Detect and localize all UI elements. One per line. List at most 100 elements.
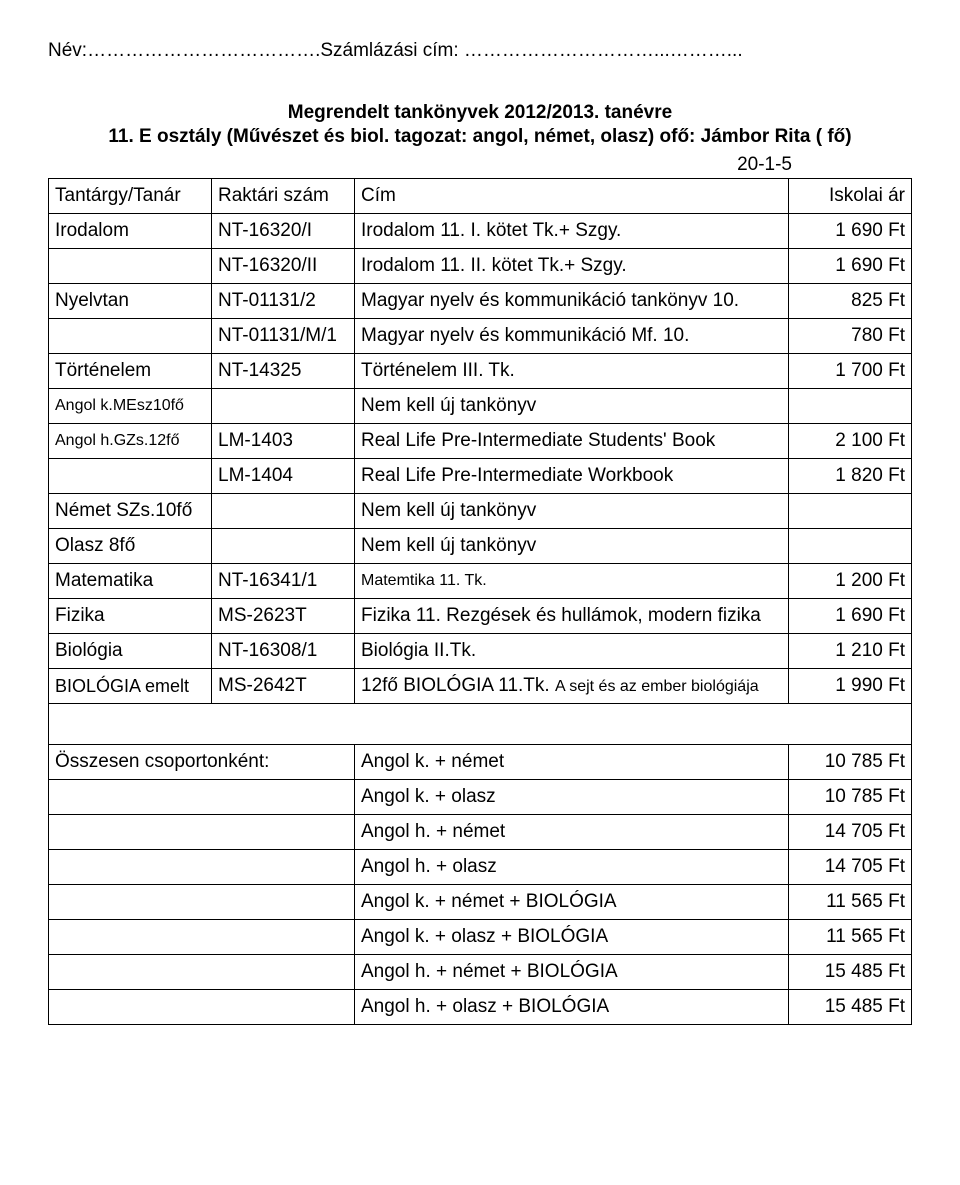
cell-price: 1 700 Ft	[789, 354, 912, 389]
summary-empty	[49, 780, 355, 815]
cell-subject: Történelem	[49, 354, 212, 389]
summary-empty	[49, 920, 355, 955]
cell-title: Real Life Pre-Intermediate Students' Boo…	[355, 424, 789, 459]
table-row: NT-16320/II Irodalom 11. II. kötet Tk.+ …	[49, 249, 912, 284]
cell-stocknum	[212, 529, 355, 564]
summary-title: Angol h. + német + BIOLÓGIA	[355, 955, 789, 990]
table-row: Fizika MS-2623T Fizika 11. Rezgések és h…	[49, 599, 912, 634]
cell-stocknum: NT-01131/2	[212, 284, 355, 319]
cell-stocknum: NT-16308/1	[212, 634, 355, 669]
cell-price: 1 200 Ft	[789, 564, 912, 599]
cell-stocknum: MS-2623T	[212, 599, 355, 634]
page-title: Megrendelt tankönyvek 2012/2013. tanévre	[48, 102, 912, 124]
table-row: Biológia NT-16308/1 Biológia II.Tk. 1 21…	[49, 634, 912, 669]
cell-stocknum: NT-01131/M/1	[212, 319, 355, 354]
cell-subject: Nyelvtan	[49, 284, 212, 319]
cell-title: Magyar nyelv és kommunikáció tankönyv 10…	[355, 284, 789, 319]
cell-price: 780 Ft	[789, 319, 912, 354]
cell-subject: BIOLÓGIA emelt	[49, 669, 212, 704]
cell-subject: Irodalom	[49, 214, 212, 249]
cell-stocknum: NT-14325	[212, 354, 355, 389]
summary-title: Angol h. + olasz	[355, 850, 789, 885]
cell-subject	[49, 249, 212, 284]
summary-row: Angol h. + német + BIOLÓGIA 15 485 Ft	[49, 955, 912, 990]
summary-price: 11 565 Ft	[789, 920, 912, 955]
summary-empty	[49, 990, 355, 1025]
cell-price: 1 210 Ft	[789, 634, 912, 669]
cell-title: Irodalom 11. I. kötet Tk.+ Szgy.	[355, 214, 789, 249]
summary-empty	[49, 850, 355, 885]
cell-subject: Olasz 8fő	[49, 529, 212, 564]
summary-row: Angol k. + német + BIOLÓGIA 11 565 Ft	[49, 885, 912, 920]
cell-title: Magyar nyelv és kommunikáció Mf. 10.	[355, 319, 789, 354]
cell-price	[789, 494, 912, 529]
col-stocknum: Raktári szám	[212, 179, 355, 214]
summary-row: Angol h. + olasz + BIOLÓGIA 15 485 Ft	[49, 990, 912, 1025]
table-row: Irodalom NT-16320/I Irodalom 11. I. köte…	[49, 214, 912, 249]
summary-title: Angol k. + olasz	[355, 780, 789, 815]
cell-stocknum: NT-16320/II	[212, 249, 355, 284]
cell-price: 1 690 Ft	[789, 214, 912, 249]
table-row: Angol h.GZs.12fő LM-1403 Real Life Pre-I…	[49, 424, 912, 459]
cell-price	[789, 529, 912, 564]
summary-title: Angol k. + olasz + BIOLÓGIA	[355, 920, 789, 955]
cell-subject	[49, 319, 212, 354]
cell-stocknum: MS-2642T	[212, 669, 355, 704]
cell-title: Irodalom 11. II. kötet Tk.+ Szgy.	[355, 249, 789, 284]
title-block: Megrendelt tankönyvek 2012/2013. tanévre…	[48, 102, 912, 148]
cell-price: 1 690 Ft	[789, 599, 912, 634]
cell-title: Matemtika 11. Tk.	[355, 564, 789, 599]
cell-title: Fizika 11. Rezgések és hullámok, modern …	[355, 599, 789, 634]
summary-price: 10 785 Ft	[789, 745, 912, 780]
summary-row: Összesen csoportonként: Angol k. + német…	[49, 745, 912, 780]
cell-stocknum	[212, 389, 355, 424]
header-line: Név:……………………………….Számlázási cím: ……………………	[48, 40, 912, 62]
cell-stocknum	[212, 494, 355, 529]
cell-price: 1 990 Ft	[789, 669, 912, 704]
textbook-table: Tantárgy/Tanár Raktári szám Cím Iskolai …	[48, 178, 912, 1025]
summary-label: Összesen csoportonként:	[49, 745, 355, 780]
cell-price: 2 100 Ft	[789, 424, 912, 459]
summary-empty	[49, 885, 355, 920]
cell-title: 12fő BIOLÓGIA 11.Tk. A sejt és az ember …	[355, 669, 789, 704]
col-title: Cím	[355, 179, 789, 214]
summary-price: 14 705 Ft	[789, 850, 912, 885]
cell-subject: Fizika	[49, 599, 212, 634]
cell-title: Nem kell új tankönyv	[355, 529, 789, 564]
summary-price: 10 785 Ft	[789, 780, 912, 815]
table-row: LM-1404 Real Life Pre-Intermediate Workb…	[49, 459, 912, 494]
cell-subject: Biológia	[49, 634, 212, 669]
cell-title: Nem kell új tankönyv	[355, 494, 789, 529]
summary-title: Angol h. + olasz + BIOLÓGIA	[355, 990, 789, 1025]
cell-subject: Angol h.GZs.12fő	[49, 424, 212, 459]
summary-title: Angol k. + német	[355, 745, 789, 780]
cell-subject: Német SZs.10fő	[49, 494, 212, 529]
page-subtitle: 11. E osztály (Művészet és biol. tagozat…	[48, 126, 912, 148]
summary-title: Angol k. + német + BIOLÓGIA	[355, 885, 789, 920]
cell-price: 1 820 Ft	[789, 459, 912, 494]
cell-subject	[49, 459, 212, 494]
summary-row: Angol h. + olasz 14 705 Ft	[49, 850, 912, 885]
cell-subject: Angol k.MEsz10fő	[49, 389, 212, 424]
cell-subject: Matematika	[49, 564, 212, 599]
doc-code: 20-1-5	[48, 154, 912, 176]
summary-empty	[49, 955, 355, 990]
cell-price: 1 690 Ft	[789, 249, 912, 284]
cell-price: 825 Ft	[789, 284, 912, 319]
col-subject: Tantárgy/Tanár	[49, 179, 212, 214]
table-header-row: Tantárgy/Tanár Raktári szám Cím Iskolai …	[49, 179, 912, 214]
table-row: BIOLÓGIA emelt MS-2642T 12fő BIOLÓGIA 11…	[49, 669, 912, 704]
spacer-row	[49, 704, 912, 745]
summary-empty	[49, 815, 355, 850]
table-row: Angol k.MEsz10fő Nem kell új tankönyv	[49, 389, 912, 424]
summary-row: Angol k. + olasz + BIOLÓGIA 11 565 Ft	[49, 920, 912, 955]
cell-title: Nem kell új tankönyv	[355, 389, 789, 424]
summary-title: Angol h. + német	[355, 815, 789, 850]
cell-title: Real Life Pre-Intermediate Workbook	[355, 459, 789, 494]
cell-title: Történelem III. Tk.	[355, 354, 789, 389]
cell-stocknum: NT-16320/I	[212, 214, 355, 249]
table-row: Nyelvtan NT-01131/2 Magyar nyelv és komm…	[49, 284, 912, 319]
cell-price	[789, 389, 912, 424]
table-row: Olasz 8fő Nem kell új tankönyv	[49, 529, 912, 564]
table-row: NT-01131/M/1 Magyar nyelv és kommunikáci…	[49, 319, 912, 354]
